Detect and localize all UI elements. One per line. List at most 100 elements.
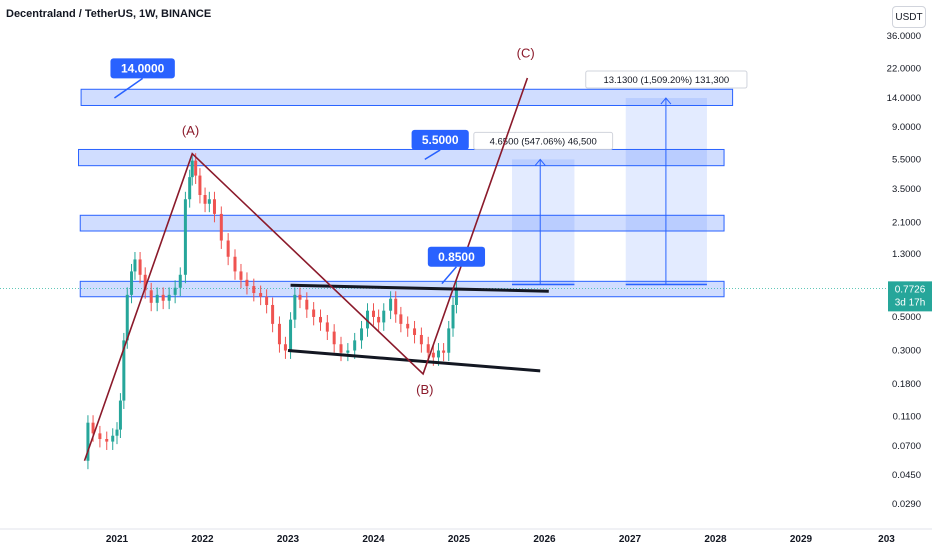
candle-body-67 — [454, 288, 458, 305]
y-tick-label-15: 0.0290 — [892, 499, 921, 510]
candle-body-16 — [161, 294, 165, 301]
y-tick-label-10: 0.3000 — [892, 346, 921, 357]
candle-body-28 — [219, 213, 223, 241]
candle-body-46 — [332, 331, 336, 345]
candle-body-44 — [318, 316, 322, 323]
candle-body-59 — [413, 328, 417, 335]
candle-body-17 — [167, 294, 171, 301]
candle-body-35 — [265, 296, 269, 305]
x-tick-label-5: 2026 — [533, 534, 556, 545]
x-tick-label-3: 2024 — [362, 534, 385, 545]
x-tick-label-1: 2022 — [191, 534, 214, 545]
resistance-zone-0 — [80, 88, 734, 106]
candle-body-14 — [149, 290, 153, 303]
currency-selector[interactable]: USDT — [892, 6, 926, 28]
callout-box-2 — [427, 246, 486, 267]
candle-body-58 — [406, 323, 410, 329]
candle-body-7 — [118, 400, 122, 430]
x-tick-label-6: 2027 — [619, 534, 642, 545]
current-price-value: 0.7726 — [895, 284, 926, 295]
candle-body-60 — [419, 334, 423, 345]
trend-layer — [287, 283, 549, 373]
chart-title: Decentraland / TetherUS, 1W, BINANCE — [6, 8, 212, 20]
y-tick-label-1: 22.0000 — [887, 63, 921, 74]
callout-pointer-1 — [424, 149, 441, 161]
resistance-zone-1 — [78, 148, 725, 167]
candle-body-63 — [436, 350, 440, 358]
candle-body-23 — [194, 160, 198, 176]
y-tick-label-2: 14.0000 — [887, 93, 921, 104]
y-tick-label-7: 1.3000 — [892, 249, 921, 260]
candle-body-11 — [133, 259, 137, 272]
candle-body-24 — [198, 175, 202, 196]
x-tick-label-8: 2029 — [790, 534, 813, 545]
price-layer — [86, 153, 458, 470]
candle-body-54 — [382, 310, 386, 323]
candle-body-62 — [431, 352, 435, 358]
y-tick-label-9: 0.5000 — [892, 312, 921, 323]
x-tick-label-2: 2023 — [277, 534, 300, 545]
measure-label-1: 13.1300 (1,509.20%) 131,300 — [603, 75, 729, 86]
candle-body-6 — [115, 429, 119, 436]
candle-body-5 — [111, 435, 115, 442]
candle-body-50 — [360, 328, 364, 341]
candle-body-31 — [239, 271, 243, 280]
candle-body-40 — [293, 294, 297, 320]
measure-label-box-0 — [473, 131, 614, 150]
measure-label-0: 4.6500 (547.06%) 46,500 — [490, 136, 597, 147]
candle-body-29 — [226, 240, 230, 257]
candle-body-12 — [138, 259, 142, 275]
candle-body-36 — [271, 304, 275, 324]
measure-label-box-1 — [585, 70, 748, 89]
trend-line-0 — [290, 283, 549, 293]
candle-body-2 — [91, 422, 95, 434]
bar-countdown: 3d 17h — [895, 297, 926, 308]
candle-body-21 — [188, 177, 192, 200]
candle-body-55 — [389, 298, 393, 311]
x-tick-label-7: 2028 — [704, 534, 727, 545]
candle-body-30 — [233, 256, 237, 272]
candle-body-51 — [366, 310, 370, 329]
candle-body-65 — [447, 328, 451, 353]
x-tick-label-9: 203 — [878, 534, 895, 545]
candle-body-42 — [305, 299, 309, 310]
wave-label-1: (B) — [416, 382, 433, 397]
wave-label-2: (C) — [517, 45, 535, 60]
y-tick-label-14: 0.0450 — [892, 470, 921, 481]
callout-pointer-2 — [441, 266, 458, 285]
candle-body-41 — [298, 294, 302, 300]
y-tick-label-0: 36.0000 — [887, 31, 921, 42]
callout-box-1 — [411, 129, 469, 150]
y-axis: 36.0000 22.0000 14.0000 9.0000 5.5000 3.5000 2… — [887, 31, 921, 510]
y-tick-label-12: 0.1100 — [893, 411, 921, 422]
candle-body-61 — [426, 344, 430, 353]
trend-line-1 — [287, 349, 541, 373]
candle-body-27 — [212, 199, 216, 214]
candle-body-64 — [442, 350, 446, 353]
current-price-tag: 0.7726 3d 17h — [888, 281, 932, 312]
wave-layer: (A) (B) (C) — [83, 45, 535, 462]
callout-label-1: 5.5000 — [422, 133, 459, 147]
candle-body-9 — [125, 294, 129, 341]
callout-label-2: 0.8500 — [438, 250, 475, 264]
callout-box-0 — [110, 58, 175, 79]
candle-body-19 — [178, 274, 182, 288]
candle-body-25 — [203, 195, 207, 204]
y-tick-label-5: 3.5000 — [892, 184, 921, 195]
candle-body-45 — [325, 322, 329, 332]
candle-body-15 — [155, 294, 159, 303]
candle-body-34 — [259, 292, 263, 297]
candle-body-8 — [122, 340, 126, 401]
candle-body-3 — [98, 433, 102, 440]
candle-body-22 — [190, 160, 194, 178]
y-tick-label-3: 9.0000 — [892, 122, 921, 133]
candle-body-56 — [394, 298, 398, 315]
resistance-zone-2 — [79, 214, 725, 232]
candle-body-4 — [105, 439, 109, 442]
candle-body-26 — [207, 199, 211, 204]
candle-body-39 — [289, 319, 293, 351]
candle-body-52 — [372, 310, 375, 317]
candle-body-20 — [183, 199, 187, 275]
candle-body-37 — [277, 323, 281, 345]
